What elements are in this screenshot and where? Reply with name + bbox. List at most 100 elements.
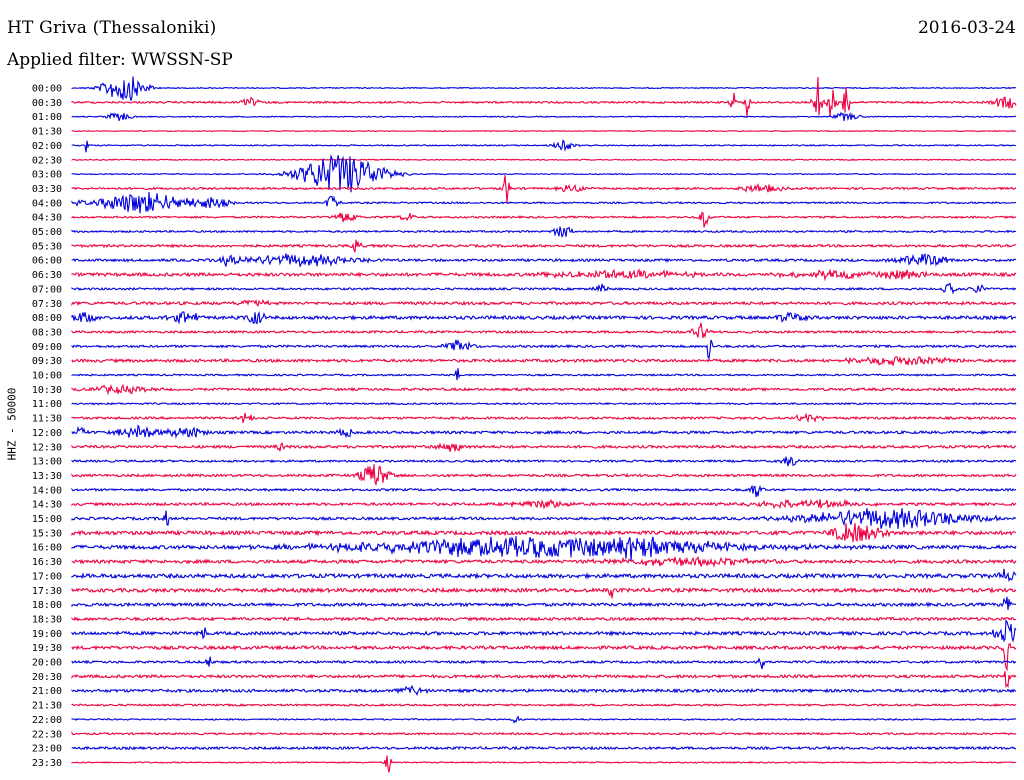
filter-label: Applied filter: WWSSN-SP: [7, 50, 233, 70]
time-label: 01:00: [32, 112, 62, 123]
time-label: 19:30: [32, 643, 62, 654]
trace-row: [71, 671, 1017, 689]
trace-row: [71, 268, 1017, 282]
trace-row: [71, 76, 1017, 101]
trace-row: [71, 464, 1017, 487]
trace-row: [71, 111, 1017, 122]
time-label: 06:30: [32, 270, 62, 281]
trace-row: [71, 130, 1017, 133]
time-label: 13:00: [32, 457, 62, 468]
trace-row: [71, 456, 1017, 467]
trace-row: [71, 656, 1017, 670]
trace-row: [71, 226, 1017, 238]
time-label: 08:00: [32, 313, 62, 324]
trace-row: [71, 158, 1017, 161]
time-label: 23:00: [32, 744, 62, 755]
trace-row: [71, 368, 1017, 381]
trace-row: [71, 555, 1017, 568]
trace-row: [71, 402, 1017, 406]
time-label: 12:30: [32, 442, 62, 453]
time-label: 22:30: [32, 729, 62, 740]
time-label: 15:30: [32, 528, 62, 539]
trace-row: [71, 191, 1017, 214]
time-label: 21:00: [32, 686, 62, 697]
trace-row: [71, 642, 1017, 672]
trace-row: [71, 355, 1017, 366]
time-label: 09:00: [32, 342, 62, 353]
trace-row: [71, 684, 1017, 696]
time-label: 12:00: [32, 428, 62, 439]
trace-row: [71, 715, 1017, 724]
trace-row: [71, 703, 1017, 707]
time-label: 11:30: [32, 414, 62, 425]
time-label: 23:30: [32, 758, 62, 769]
trace-row: [71, 76, 1017, 117]
trace-row: [71, 619, 1017, 643]
time-label: 17:00: [32, 571, 62, 582]
time-label: 10:30: [32, 385, 62, 396]
trace-row: [71, 441, 1017, 453]
time-label: 13:30: [32, 471, 62, 482]
time-label: 10:00: [32, 371, 62, 382]
time-label: 00:30: [32, 98, 62, 109]
trace-row: [71, 616, 1017, 622]
trace-row: [71, 154, 1017, 193]
time-label: 05:30: [32, 241, 62, 252]
trace-row: [71, 745, 1017, 751]
time-label: 05:00: [32, 227, 62, 238]
trace-row: [71, 175, 1017, 203]
time-label: 18:00: [32, 600, 62, 611]
time-label: 03:30: [32, 184, 62, 195]
seismic-traces: [71, 76, 1017, 773]
time-label: 19:00: [32, 629, 62, 640]
trace-row: [71, 586, 1017, 599]
trace-row: [71, 484, 1017, 498]
trace-row: [71, 322, 1017, 339]
station-title: HT Griva (Thessaloniki): [7, 18, 217, 38]
time-label: 16:30: [32, 557, 62, 568]
time-label: 01:30: [32, 127, 62, 138]
trace-row: [71, 211, 1017, 228]
trace-row: [71, 282, 1017, 295]
time-label: 00:00: [32, 84, 62, 95]
trace-row: [71, 383, 1017, 396]
time-label: 20:30: [32, 672, 62, 683]
time-label: 02:30: [32, 155, 62, 166]
trace-row: [71, 139, 1017, 153]
trace-row: [71, 730, 1017, 736]
time-label: 22:00: [32, 715, 62, 726]
trace-row: [71, 298, 1017, 307]
time-label: 18:30: [32, 614, 62, 625]
trace-row: [71, 424, 1017, 439]
trace-row: [71, 498, 1017, 510]
trace-row: [71, 412, 1017, 423]
time-label: 20:00: [32, 658, 62, 669]
time-label: 14:30: [32, 500, 62, 511]
trace-row: [71, 508, 1017, 529]
trace-row: [71, 239, 1017, 253]
time-label: 08:30: [32, 327, 62, 338]
trace-row: [71, 310, 1017, 325]
trace-row: [71, 596, 1017, 611]
time-label: 07:30: [32, 299, 62, 310]
time-label: 11:00: [32, 399, 62, 410]
time-label: 04:30: [32, 213, 62, 224]
plot-date: 2016-03-24: [917, 18, 1016, 38]
time-label: 02:00: [32, 141, 62, 152]
time-labels: 00:00 00:30 01:00 01:30 02:00 02:30 03:00 03:30…: [32, 84, 62, 769]
time-label: 17:30: [32, 586, 62, 597]
time-label: 03:00: [32, 170, 62, 181]
time-label: 04:00: [32, 198, 62, 209]
time-label: 21:30: [32, 701, 62, 712]
time-label: 07:00: [32, 284, 62, 295]
time-label: 06:00: [32, 256, 62, 267]
trace-row: [71, 755, 1017, 773]
trace-row: [71, 536, 1017, 562]
time-label: 15:00: [32, 514, 62, 525]
trace-row: [71, 522, 1017, 543]
time-label: 09:30: [32, 356, 62, 367]
time-label: 14:00: [32, 485, 62, 496]
trace-row: [71, 568, 1017, 583]
trace-row: [71, 339, 1017, 361]
